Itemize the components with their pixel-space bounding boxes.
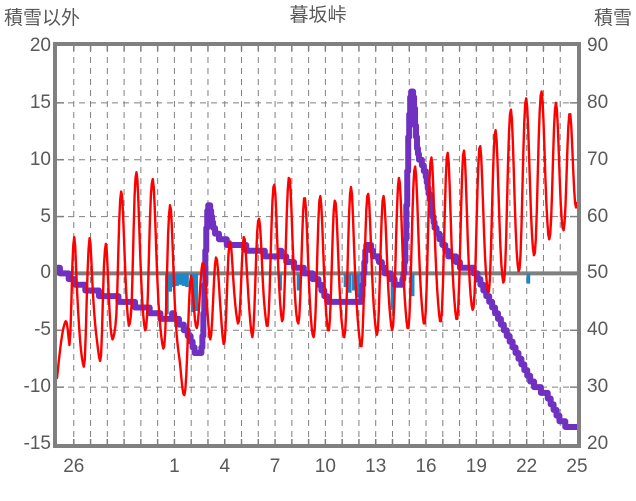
left-axis-tick--15: -15 — [23, 433, 51, 454]
x-axis-tick-19: 19 — [465, 456, 487, 477]
x-axis-tick-26: 26 — [63, 456, 85, 477]
plot-area — [57, 46, 577, 444]
right-axis-tick-60: 60 — [587, 205, 609, 227]
left-axis-tick-0: 0 — [40, 262, 51, 284]
axis-tick-marks — [57, 46, 577, 444]
x-axis-tick-13: 13 — [365, 456, 387, 477]
right-axis-tick-40: 40 — [587, 319, 609, 341]
left-axis-tick--5: -5 — [34, 319, 51, 341]
x-axis-tick-1: 1 — [169, 456, 180, 477]
chart-title: 暮坂峠 — [289, 5, 347, 26]
right-axis-tick-30: 30 — [587, 376, 609, 398]
right-axis-tick-70: 70 — [587, 148, 609, 170]
temperature-line — [57, 90, 577, 397]
left-axis-tick--10: -10 — [23, 376, 51, 398]
right-axis-tick-90: 90 — [587, 35, 609, 56]
left-axis-tick-20: 20 — [29, 35, 51, 56]
right-axis-tick-50: 50 — [587, 262, 609, 284]
chart-canvas — [57, 46, 577, 444]
left-axis-tick-15: 15 — [29, 91, 51, 113]
x-axis-tick-4: 4 — [219, 456, 231, 477]
plot-frame — [53, 42, 581, 448]
x-axis-tick-22: 22 — [516, 456, 538, 477]
left-axis-tick-10: 10 — [29, 148, 51, 170]
right-axis-tick-80: 80 — [587, 91, 609, 113]
x-axis-tick-25: 25 — [566, 456, 588, 477]
left-axis-tick-5: 5 — [40, 205, 51, 227]
right-axis-tick-20: 20 — [587, 433, 609, 454]
x-axis-tick-16: 16 — [415, 456, 437, 477]
snow-depth-line — [57, 88, 577, 430]
left-axis-unit-label: 積雪以外 — [4, 8, 81, 29]
right-axis-unit-label: 積雪 — [593, 8, 632, 29]
x-axis-tick-7: 7 — [269, 456, 281, 477]
x-axis-tick-10: 10 — [314, 456, 336, 477]
